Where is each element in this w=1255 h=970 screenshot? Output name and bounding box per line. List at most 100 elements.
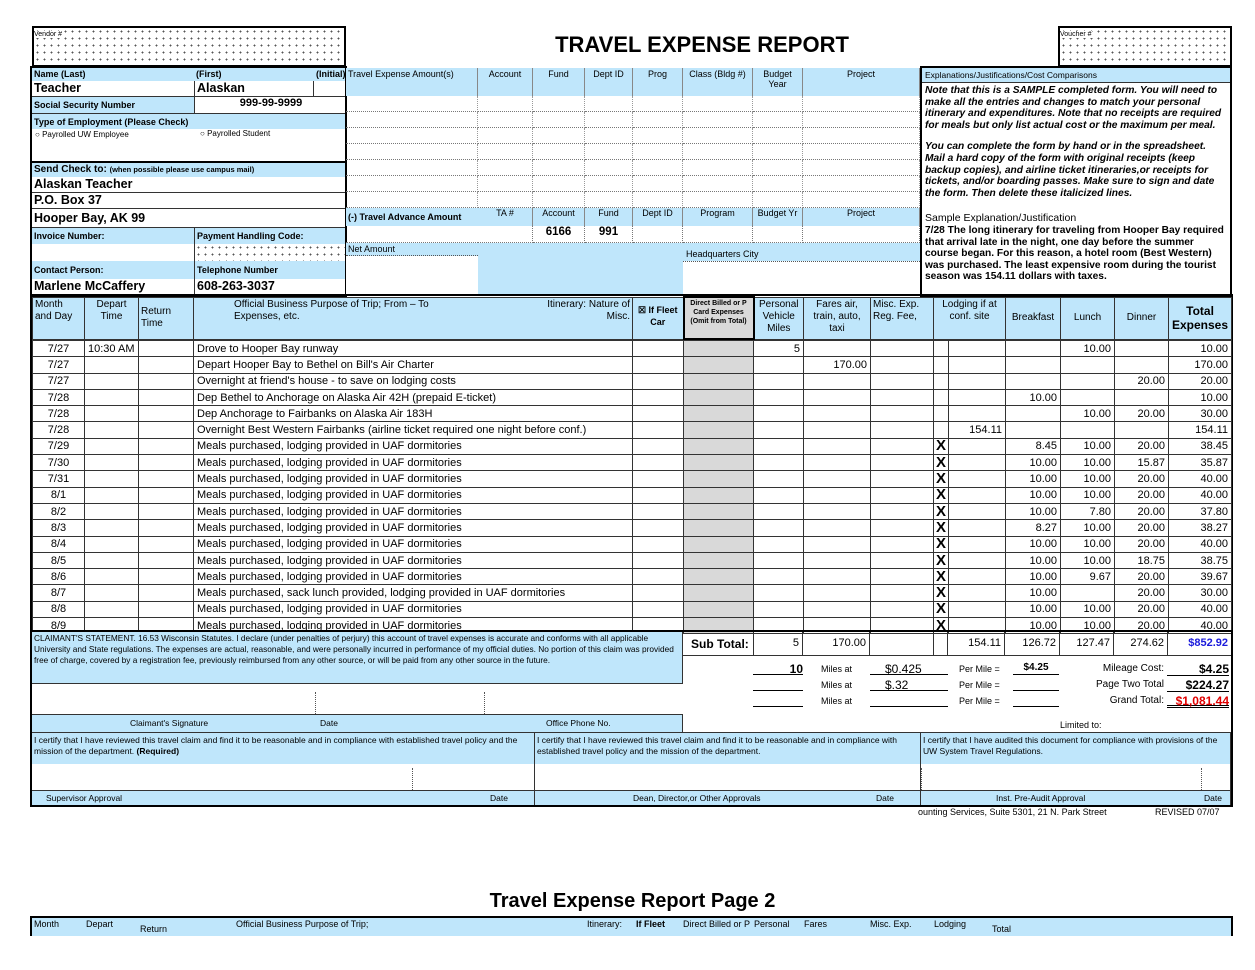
cell-dinner[interactable]: 20.00: [1114, 486, 1169, 504]
cell-breakfast[interactable]: 10.00: [1005, 568, 1061, 586]
cell-total[interactable]: 170.00: [1168, 356, 1232, 374]
cell-purpose[interactable]: Meals purchased, lodging provided in UAF…: [193, 551, 633, 570]
cell-breakfast[interactable]: [1005, 372, 1061, 390]
address-line-1[interactable]: Alaskan Teacher: [32, 177, 345, 193]
cell-miles[interactable]: [753, 551, 804, 570]
account-input[interactable]: [585, 128, 633, 144]
cell-return[interactable]: [138, 405, 194, 423]
cell-lunch[interactable]: 10.00: [1060, 551, 1115, 570]
cell-direct-billed[interactable]: [683, 388, 754, 407]
phone-field[interactable]: 608-263-3037: [194, 279, 345, 296]
account-input[interactable]: [803, 192, 920, 208]
cell-misc[interactable]: [870, 535, 934, 553]
cell-fleet[interactable]: [632, 584, 684, 602]
approval-signature-field[interactable]: [32, 764, 535, 790]
account-input[interactable]: [683, 192, 753, 208]
radio-uw-employee[interactable]: ○ Payrolled UW Employee: [35, 130, 129, 139]
cell-return[interactable]: [138, 339, 194, 358]
account-input[interactable]: [803, 112, 920, 128]
rate-input[interactable]: $0.425: [870, 662, 948, 676]
cell-miles[interactable]: [753, 405, 804, 423]
cell-miles[interactable]: [753, 470, 804, 488]
cell-direct-billed[interactable]: [683, 486, 754, 504]
cell-lunch[interactable]: 10.00: [1060, 437, 1115, 456]
cell-fleet[interactable]: [632, 535, 684, 553]
explanations-box[interactable]: Explanations/Justifications/Cost Compari…: [920, 66, 1232, 298]
cell-lodging[interactable]: [948, 356, 1006, 374]
cell-lodging[interactable]: 154.11: [948, 421, 1006, 439]
account-input[interactable]: [533, 144, 585, 160]
cell-total[interactable]: 35.87: [1168, 454, 1232, 472]
cell-fares[interactable]: [803, 551, 871, 570]
account-input[interactable]: [346, 176, 478, 192]
cell-dinner[interactable]: 20.00: [1114, 470, 1169, 488]
cell-date[interactable]: 8/1: [32, 486, 85, 504]
cell-date[interactable]: 7/28: [32, 421, 85, 439]
cell-direct-billed[interactable]: [683, 339, 754, 358]
cell-dinner[interactable]: 20.00: [1114, 568, 1169, 586]
radio-student[interactable]: ○ Payrolled Student: [200, 129, 271, 138]
cell-fares[interactable]: [803, 339, 871, 358]
cell-fares[interactable]: [803, 584, 871, 602]
cell-depart[interactable]: [84, 502, 139, 521]
cell-lunch[interactable]: 10.00: [1060, 535, 1115, 553]
cell-breakfast[interactable]: 10.00: [1005, 502, 1061, 521]
cell-miles[interactable]: [753, 502, 804, 521]
address-line-3[interactable]: Hooper Bay, AK 99: [32, 209, 345, 228]
account-input[interactable]: [478, 128, 533, 144]
cell-lodging[interactable]: [948, 470, 1006, 488]
cell-miles[interactable]: [753, 421, 804, 439]
account-input[interactable]: [683, 160, 753, 176]
cell-dinner[interactable]: [1114, 356, 1169, 374]
cell-misc[interactable]: [870, 454, 934, 472]
cell-purpose[interactable]: Meals purchased, lodging provided in UAF…: [193, 486, 633, 504]
cell-purpose[interactable]: Meals purchased, lodging provided in UAF…: [193, 454, 633, 472]
cell-return[interactable]: [138, 535, 194, 553]
cell-dinner[interactable]: [1114, 339, 1169, 358]
cell-depart[interactable]: [84, 584, 139, 602]
account-input[interactable]: [478, 160, 533, 176]
rate-input[interactable]: $.32: [870, 678, 948, 692]
cell-lodging-check[interactable]: X: [933, 437, 949, 456]
cell-lodging[interactable]: [948, 372, 1006, 390]
last-name-field[interactable]: Teacher: [32, 81, 194, 97]
cell-direct-billed[interactable]: [683, 421, 754, 439]
cell-date[interactable]: 7/31: [32, 470, 85, 488]
advance-input[interactable]: [478, 226, 533, 243]
cell-misc[interactable]: [870, 421, 934, 439]
ssn-field[interactable]: 999-99-9999: [194, 97, 345, 113]
cell-dinner[interactable]: 20.00: [1114, 600, 1169, 619]
cell-depart[interactable]: [84, 470, 139, 488]
advance-input[interactable]: [633, 226, 683, 243]
cell-fleet[interactable]: [632, 405, 684, 423]
net-amount-field[interactable]: [346, 256, 478, 294]
payment-code-field[interactable]: [194, 244, 345, 261]
cell-lunch[interactable]: [1060, 584, 1115, 602]
cell-misc[interactable]: [870, 339, 934, 358]
cell-total[interactable]: 20.00: [1168, 372, 1232, 390]
hq-city-field[interactable]: [683, 261, 920, 296]
cell-fares[interactable]: 170.00: [803, 356, 871, 374]
cell-lunch[interactable]: 10.00: [1060, 405, 1115, 423]
cell-date[interactable]: 7/27: [32, 372, 85, 390]
cell-fleet[interactable]: [632, 502, 684, 521]
address-line-2[interactable]: P.O. Box 37: [32, 193, 345, 209]
cell-lodging[interactable]: [948, 486, 1006, 504]
cell-miles[interactable]: [753, 356, 804, 374]
cell-direct-billed[interactable]: [683, 405, 754, 423]
cell-fleet[interactable]: [632, 486, 684, 504]
cell-date[interactable]: 8/7: [32, 584, 85, 602]
cell-miles[interactable]: [753, 535, 804, 553]
cell-lodging[interactable]: [948, 519, 1006, 537]
cell-total[interactable]: 38.75: [1168, 551, 1232, 570]
cell-direct-billed[interactable]: [683, 372, 754, 390]
cell-lodging-check[interactable]: X: [933, 584, 949, 602]
account-input[interactable]: [346, 96, 478, 112]
cell-misc[interactable]: [870, 486, 934, 504]
cell-dinner[interactable]: [1114, 421, 1169, 439]
cell-purpose[interactable]: Meals purchased, lodging provided in UAF…: [193, 519, 633, 537]
cell-depart[interactable]: [84, 454, 139, 472]
cell-return[interactable]: [138, 519, 194, 537]
cell-dinner[interactable]: 20.00: [1114, 437, 1169, 456]
cell-miles[interactable]: [753, 568, 804, 586]
